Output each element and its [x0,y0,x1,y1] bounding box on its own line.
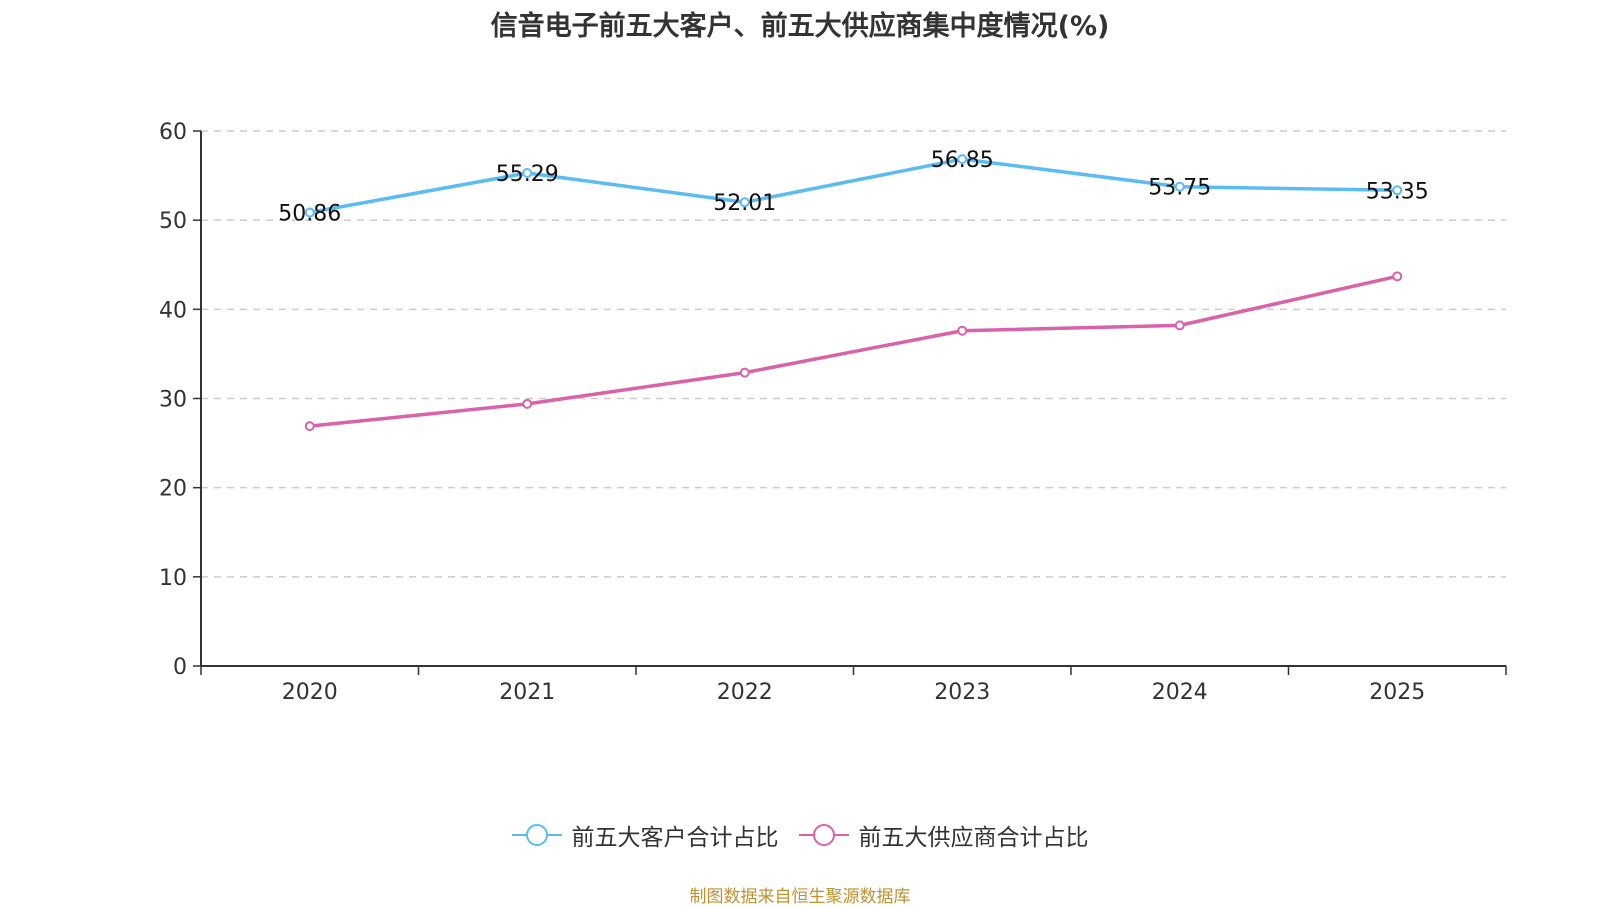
legend: 前五大客户合计占比 前五大供应商合计占比 [0,818,1600,852]
x-tick-label: 2022 [717,680,773,705]
legend-label: 前五大客户合计占比 [571,825,779,851]
data-labels: 50.86 55.29 52.01 56.85 53.75 53.35 [278,148,1428,226]
data-point [1392,185,1403,196]
x-axis-ticks: 2020 2021 2022 2023 2024 2025 [200,666,1507,705]
y-tick-label: 40 [159,298,187,323]
data-point [1174,181,1185,192]
data-label: 53.35 [1366,179,1429,204]
data-label: 55.29 [496,162,559,187]
x-tick-label: 2025 [1369,680,1425,705]
legend-marker-icon [798,824,849,846]
y-tick-label: 10 [159,566,187,591]
y-tick-label: 30 [159,388,187,413]
data-point [957,325,968,336]
data-label: 53.75 [1148,176,1211,201]
series-line [309,274,1398,428]
data-point [522,398,533,409]
chart-title: 信音电子前五大客户、前五大供应商集中度情况(%) [490,11,1110,42]
source-note: 制图数据来自恒生聚源数据库 [689,887,911,907]
x-tick-label: 2023 [934,680,990,705]
data-point [1392,271,1403,282]
gridlines [201,130,1506,578]
y-tick-label: 0 [173,655,187,680]
data-point [739,197,750,208]
legend-marker-icon [511,824,562,846]
series-group [304,154,1403,432]
data-point [522,167,533,178]
data-point [304,207,315,218]
legend-item-suppliers[interactable]: 前五大供应商合计占比 [798,818,1089,852]
x-tick-label: 2024 [1152,680,1208,705]
y-tick-label: 60 [159,120,187,145]
data-label: 52.01 [713,191,776,216]
y-tick-label: 20 [159,477,187,502]
x-tick-label: 2021 [499,680,555,705]
y-axis-ticks: 0 10 20 30 40 50 60 [159,120,201,680]
legend-label: 前五大供应商合计占比 [858,825,1089,851]
data-point [1174,320,1185,331]
series-line [309,157,1398,215]
data-label: 56.85 [931,148,994,173]
legend-item-customers[interactable]: 前五大客户合计占比 [511,818,779,852]
x-tick-label: 2020 [282,680,338,705]
data-label: 50.86 [278,201,341,226]
data-point [957,154,968,165]
y-tick-label: 50 [159,209,187,234]
data-point [304,421,315,432]
data-point [739,367,750,378]
